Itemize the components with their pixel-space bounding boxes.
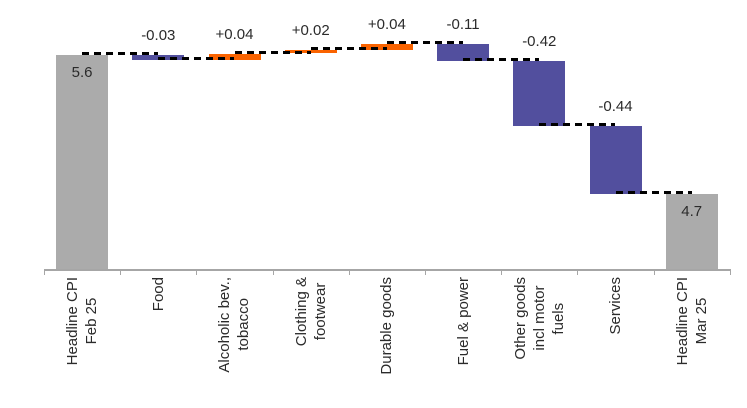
bar-clothing-footwear: [284, 50, 337, 54]
connector-line-7: [539, 123, 616, 126]
x-axis-tick: [44, 269, 45, 275]
category-label-other-goods-incl-motor-fuels: Other goods incl motor fuels: [511, 277, 567, 360]
connector-line-5: [386, 41, 464, 45]
value-label-headline-cpi-mar-25: 4.7: [681, 203, 703, 220]
category-slot-food: Food: [120, 277, 196, 408]
x-axis-tick: [653, 269, 655, 275]
x-axis-tick: [272, 269, 274, 275]
connector-line-3: [234, 50, 311, 54]
connector-line-6: [463, 58, 540, 62]
category-slot-headline-cpi-feb-25: Headline CPI Feb 25: [44, 277, 120, 408]
bar-other-goods-incl-motor-fuels: [513, 61, 566, 126]
category-slot-headline-cpi-mar-25: Headline CPI Mar 25: [654, 277, 730, 408]
connector-line-2: [158, 56, 235, 60]
connector-line-8: [615, 191, 692, 194]
category-label-services: Services: [606, 277, 624, 335]
bar-headline-cpi-feb-25: [56, 55, 109, 269]
x-axis-tick: [196, 269, 198, 275]
category-label-durable-goods: Durable goods: [378, 277, 396, 375]
x-axis-tick: [425, 269, 426, 275]
bar-headline-cpi-mar-25: [665, 194, 718, 269]
category-label-headline-cpi-mar-25: Headline CPI Mar 25: [673, 277, 710, 366]
x-axis-tick: [577, 269, 579, 275]
category-label-row: Headline CPI Feb 25 Food Alcoholic bev., t…: [44, 277, 730, 408]
category-label-headline-cpi-feb-25: Headline CPI Feb 25: [64, 277, 101, 366]
value-label-headline-cpi-feb-25: 5.6: [71, 64, 93, 81]
category-label-alcoholic-bev-tobacco: Alcoholic bev., tobacco: [216, 277, 253, 373]
value-label-fuel-power: -0.11: [446, 16, 480, 34]
x-axis-line: [44, 269, 730, 271]
connector-line-4: [310, 47, 387, 51]
category-slot-other-goods-incl-motor-fuels: Other goods incl motor fuels: [501, 277, 577, 408]
bar-alcoholic-bev-tobacco: [208, 53, 261, 60]
category-slot-durable-goods: Durable goods: [349, 277, 425, 408]
value-label-food: -0.03: [141, 27, 176, 44]
x-axis-tick: [348, 269, 350, 275]
bar-durable-goods: [360, 44, 413, 51]
value-label-services: -0.44: [598, 98, 633, 115]
category-label-food: Food: [149, 277, 167, 312]
category-slot-clothing-footwear: Clothing & footwear: [273, 277, 349, 408]
connector-line-1: [82, 52, 159, 55]
value-label-clothing-footwear: +0.02: [291, 22, 330, 40]
value-label-alcoholic-bev-tobacco: +0.04: [215, 25, 254, 43]
x-axis-tick: [501, 269, 503, 275]
x-axis-tick: [729, 269, 731, 275]
category-slot-services: Services: [577, 277, 653, 408]
category-label-fuel-power: Fuel & power: [454, 277, 472, 366]
value-label-other-goods-incl-motor-fuels: -0.42: [522, 33, 557, 51]
bar-fuel-power: [437, 44, 490, 62]
category-slot-alcoholic-bev-tobacco: Alcoholic bev., tobacco: [196, 277, 272, 408]
bar-services: [589, 126, 642, 194]
value-label-durable-goods: +0.04: [367, 16, 406, 34]
category-slot-fuel-power: Fuel & power: [425, 277, 501, 408]
x-axis-tick: [120, 269, 122, 275]
category-label-clothing-footwear: Clothing & footwear: [292, 277, 329, 347]
